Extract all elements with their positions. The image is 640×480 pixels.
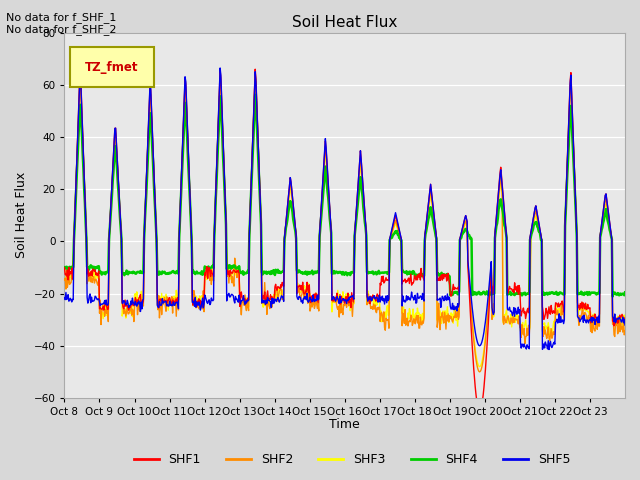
Line: SHF1: SHF1 xyxy=(65,69,625,411)
SHF3 xyxy=(216,75,224,81)
SHF4 xyxy=(258,269,266,275)
SHF5 xyxy=(61,295,68,300)
SHF3 xyxy=(279,287,287,293)
Line: SHF3: SHF3 xyxy=(65,78,625,367)
SHF4 xyxy=(252,92,259,97)
SHF4 xyxy=(435,273,442,278)
SHF5 xyxy=(621,322,629,328)
SHF3 xyxy=(126,300,134,306)
SHF5 xyxy=(279,295,287,301)
SHF1 xyxy=(476,408,483,414)
SHF2 xyxy=(476,369,483,375)
SHF3 xyxy=(61,265,68,271)
SHF4 xyxy=(609,294,616,300)
Y-axis label: Soil Heat Flux: Soil Heat Flux xyxy=(15,172,28,258)
SHF2 xyxy=(252,72,259,77)
SHF2 xyxy=(126,307,134,312)
SHF3 xyxy=(435,310,442,316)
Text: No data for f_SHF_1: No data for f_SHF_1 xyxy=(6,12,116,23)
SHF2 xyxy=(403,315,411,321)
X-axis label: Time: Time xyxy=(330,419,360,432)
SHF2 xyxy=(279,294,287,300)
Title: Soil Heat Flux: Soil Heat Flux xyxy=(292,15,397,30)
SHF1 xyxy=(258,294,266,300)
SHF4 xyxy=(126,270,134,276)
Line: SHF2: SHF2 xyxy=(65,74,625,372)
Text: No data for f_SHF_2: No data for f_SHF_2 xyxy=(6,24,117,35)
SHF2 xyxy=(621,328,629,334)
SHF1 xyxy=(126,304,134,310)
SHF4 xyxy=(621,289,629,295)
SHF1 xyxy=(252,66,259,72)
SHF2 xyxy=(258,300,266,306)
SHF3 xyxy=(621,321,629,327)
SHF5 xyxy=(258,300,266,306)
SHF3 xyxy=(258,288,266,294)
SHF5 xyxy=(435,297,442,303)
SHF4 xyxy=(279,268,287,274)
SHF1 xyxy=(403,278,411,284)
SHF1 xyxy=(229,267,237,273)
SHF2 xyxy=(61,277,68,283)
SHF5 xyxy=(126,303,134,309)
SHF3 xyxy=(230,265,238,271)
SHF1 xyxy=(279,282,287,288)
SHF3 xyxy=(476,364,483,370)
SHF2 xyxy=(435,300,442,306)
SHF4 xyxy=(403,272,411,277)
SHF2 xyxy=(229,280,237,286)
SHF4 xyxy=(61,264,68,270)
Line: SHF5: SHF5 xyxy=(65,68,625,349)
SHF5 xyxy=(403,297,411,303)
Legend: SHF1, SHF2, SHF3, SHF4, SHF5: SHF1, SHF2, SHF3, SHF4, SHF5 xyxy=(129,448,575,471)
SHF4 xyxy=(229,263,237,268)
SHF1 xyxy=(621,315,629,321)
SHF1 xyxy=(61,265,68,271)
Line: SHF4: SHF4 xyxy=(65,95,625,297)
SHF3 xyxy=(403,318,411,324)
SHF5 xyxy=(545,347,553,352)
SHF1 xyxy=(435,277,442,283)
SHF5 xyxy=(230,298,238,303)
FancyBboxPatch shape xyxy=(70,47,154,87)
SHF5 xyxy=(216,65,224,71)
Text: TZ_fmet: TZ_fmet xyxy=(85,61,139,74)
